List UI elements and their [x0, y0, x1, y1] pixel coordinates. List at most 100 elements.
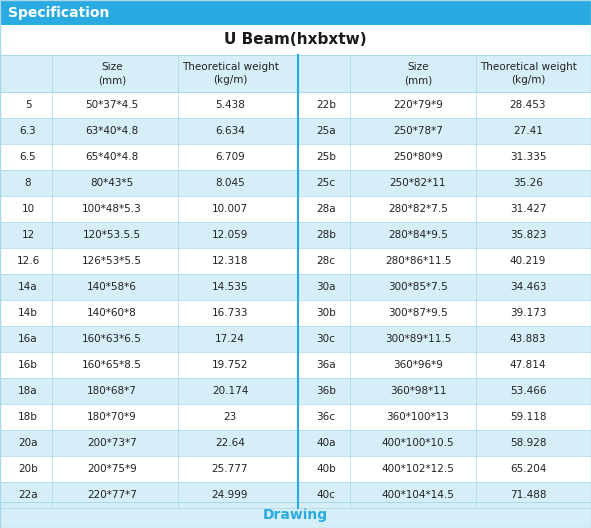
Text: 20a: 20a [18, 438, 38, 448]
Text: Drawing: Drawing [263, 508, 328, 522]
Text: 31.427: 31.427 [510, 204, 546, 214]
Bar [298, 144, 591, 170]
Text: 6.5: 6.5 [20, 152, 36, 162]
Text: 80*43*5: 80*43*5 [90, 178, 134, 188]
Text: 100*48*5.3: 100*48*5.3 [82, 204, 142, 214]
Text: 35.823: 35.823 [510, 230, 546, 240]
Text: 360*98*11: 360*98*11 [389, 386, 446, 396]
Text: 120*53.5.5: 120*53.5.5 [83, 230, 141, 240]
Text: 14.535: 14.535 [212, 282, 248, 292]
Bar [298, 378, 591, 404]
Text: 12.318: 12.318 [212, 256, 248, 266]
Text: 250*82*11: 250*82*11 [389, 178, 446, 188]
Text: 220*79*9: 220*79*9 [393, 100, 443, 110]
Text: 36b: 36b [316, 386, 336, 396]
Text: 22b: 22b [316, 100, 336, 110]
Text: Size
(mm): Size (mm) [98, 62, 126, 85]
Bar [0, 144, 298, 170]
Text: 50*37*4.5: 50*37*4.5 [85, 100, 139, 110]
Bar [0, 430, 298, 456]
Bar [0, 274, 298, 300]
Text: 28c: 28c [317, 256, 336, 266]
Bar [0, 378, 298, 404]
Bar [0, 352, 298, 378]
Text: 280*82*7.5: 280*82*7.5 [388, 204, 448, 214]
Bar [298, 92, 591, 118]
Text: 300*87*9.5: 300*87*9.5 [388, 308, 448, 318]
Text: 58.928: 58.928 [510, 438, 546, 448]
Text: 47.814: 47.814 [510, 360, 546, 370]
Text: 6.709: 6.709 [215, 152, 245, 162]
Text: 200*73*7: 200*73*7 [87, 438, 137, 448]
Text: 400*102*12.5: 400*102*12.5 [382, 464, 454, 474]
Text: 14b: 14b [18, 308, 38, 318]
Text: U Beam(hxbxtw): U Beam(hxbxtw) [224, 33, 367, 48]
Bar [0, 170, 298, 196]
Text: 20b: 20b [18, 464, 38, 474]
Bar [298, 456, 591, 482]
Text: 43.883: 43.883 [510, 334, 546, 344]
Text: 30c: 30c [317, 334, 336, 344]
Text: 12: 12 [21, 230, 35, 240]
Text: 24.999: 24.999 [212, 490, 248, 500]
Text: 400*100*10.5: 400*100*10.5 [382, 438, 454, 448]
Text: 40c: 40c [317, 490, 336, 500]
Text: 23: 23 [223, 412, 236, 422]
Text: Size
(mm): Size (mm) [404, 62, 432, 85]
Text: 400*104*14.5: 400*104*14.5 [382, 490, 454, 500]
Bar [0, 92, 298, 118]
Text: 27.41: 27.41 [513, 126, 543, 136]
Bar [0, 482, 298, 508]
Bar [0, 456, 298, 482]
Text: 65.204: 65.204 [510, 464, 546, 474]
Text: 360*100*13: 360*100*13 [387, 412, 449, 422]
Text: 28a: 28a [316, 204, 336, 214]
Text: 126*53*5.5: 126*53*5.5 [82, 256, 142, 266]
Text: 220*77*7: 220*77*7 [87, 490, 137, 500]
Bar [0, 248, 298, 274]
Text: 30a: 30a [316, 282, 336, 292]
Bar [298, 404, 591, 430]
Text: 28.453: 28.453 [510, 100, 546, 110]
Bar [0, 25, 591, 55]
Bar [298, 352, 591, 378]
Text: 18b: 18b [18, 412, 38, 422]
Bar [298, 326, 591, 352]
Text: 8: 8 [25, 178, 31, 188]
Bar [0, 404, 298, 430]
Text: 53.466: 53.466 [510, 386, 546, 396]
Text: 34.463: 34.463 [510, 282, 546, 292]
Text: 16.733: 16.733 [212, 308, 248, 318]
Text: 360*96*9: 360*96*9 [393, 360, 443, 370]
Text: 6.634: 6.634 [215, 126, 245, 136]
Text: 300*89*11.5: 300*89*11.5 [385, 334, 451, 344]
Bar [298, 196, 591, 222]
Bar [298, 274, 591, 300]
Text: 18a: 18a [18, 386, 38, 396]
Bar [0, 222, 298, 248]
Text: 25b: 25b [316, 152, 336, 162]
Text: 16a: 16a [18, 334, 38, 344]
Bar [298, 482, 591, 508]
Text: 280*84*9.5: 280*84*9.5 [388, 230, 448, 240]
Text: 12.6: 12.6 [17, 256, 40, 266]
Text: 22a: 22a [18, 490, 38, 500]
Text: 20.174: 20.174 [212, 386, 248, 396]
Text: 28b: 28b [316, 230, 336, 240]
Text: 31.335: 31.335 [510, 152, 546, 162]
Bar [298, 248, 591, 274]
Text: 140*60*8: 140*60*8 [87, 308, 137, 318]
Bar [298, 430, 591, 456]
Text: 5: 5 [25, 100, 31, 110]
Text: 10: 10 [21, 204, 34, 214]
Text: 65*40*4.8: 65*40*4.8 [85, 152, 139, 162]
Bar [298, 222, 591, 248]
Text: 25.777: 25.777 [212, 464, 248, 474]
Text: 8.045: 8.045 [215, 178, 245, 188]
Text: 280*86*11.5: 280*86*11.5 [385, 256, 452, 266]
Text: 30b: 30b [316, 308, 336, 318]
Bar [298, 118, 591, 144]
Text: 200*75*9: 200*75*9 [87, 464, 137, 474]
Bar [298, 170, 591, 196]
Text: 14a: 14a [18, 282, 38, 292]
